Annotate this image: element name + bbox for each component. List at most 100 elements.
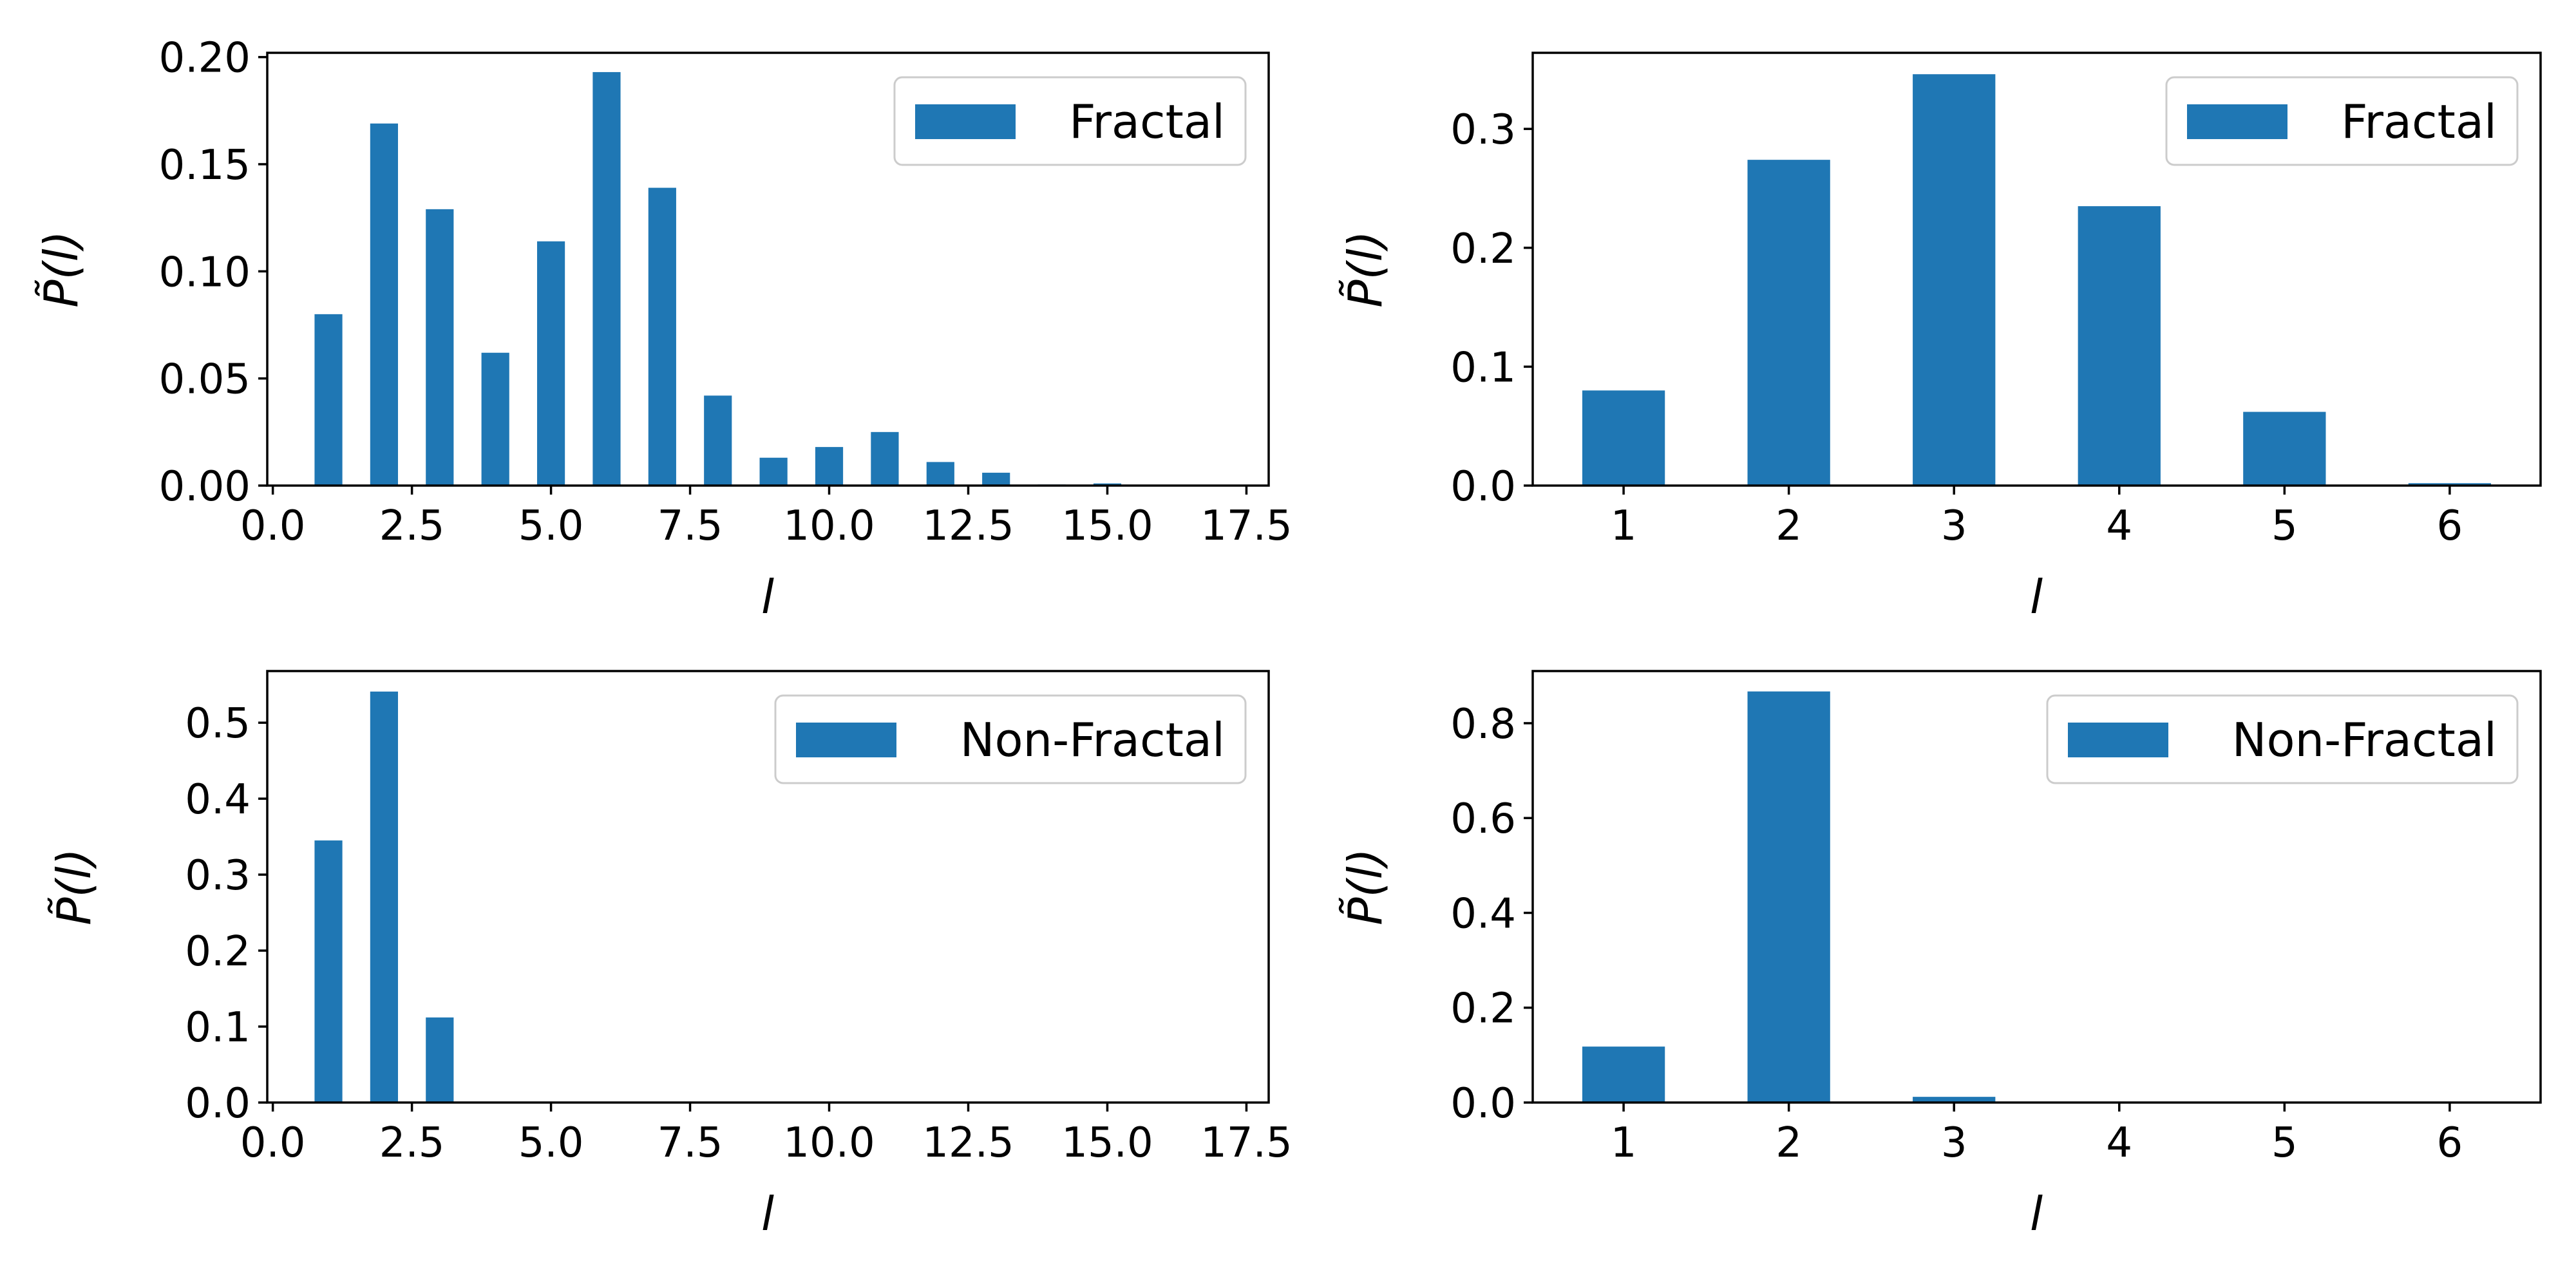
y-tick-label: 0.15 <box>159 142 251 189</box>
y-axis-ticks: 0.0 0.1 0.2 0.3 <box>1450 106 1533 511</box>
bar <box>314 840 343 1103</box>
x-axis-ticks: 1 2 3 4 5 6 <box>1611 486 2463 550</box>
plot-frame <box>266 670 1270 1104</box>
y-tick-label: 0.0 <box>185 1080 251 1128</box>
plot-frame <box>1531 670 2542 1104</box>
legend: Fractal <box>893 76 1247 166</box>
chart-panel-bottom-right: P̃(l) l 1 2 3 4 5 6 0.0 0.2 0.4 0.6 0.8 Non-Fracta… <box>1338 670 2542 1241</box>
y-tick-label: 0.1 <box>1450 344 1516 392</box>
x-tick-label: 1 <box>1611 502 1637 550</box>
legend-label: Fractal <box>2341 95 2497 149</box>
x-tick-label: 10.0 <box>783 1119 875 1167</box>
y-tick-label: 0.1 <box>185 1004 251 1052</box>
y-tick-label: 0.2 <box>185 928 251 976</box>
x-tick-label: 2.5 <box>379 502 445 550</box>
x-axis-label: l <box>761 570 774 624</box>
bar <box>1913 1097 1996 1103</box>
x-tick-label: 3 <box>1941 502 1967 550</box>
y-tick-label: 0.3 <box>1450 106 1516 154</box>
x-tick-label: 4 <box>2106 502 2132 550</box>
y-tick-label: 0.05 <box>159 356 251 404</box>
legend-swatch <box>2068 723 2168 757</box>
y-tick-label: 0.2 <box>1450 225 1516 273</box>
y-tick-label: 0.3 <box>185 852 251 900</box>
bar <box>426 1017 454 1103</box>
bar <box>815 447 844 486</box>
x-tick-label: 7.5 <box>658 1119 723 1167</box>
x-tick-label: 2 <box>1776 1119 1802 1167</box>
legend-label: Fractal <box>1069 95 1225 149</box>
y-tick-label: 0.00 <box>159 463 251 511</box>
bar <box>370 691 399 1103</box>
x-tick-label: 15.0 <box>1061 502 1153 550</box>
legend-label: Non-Fractal <box>960 713 1225 767</box>
x-tick-label: 10.0 <box>783 502 875 550</box>
x-axis-ticks: 0.0 2.5 5.0 7.5 10.0 12.5 15.0 17.5 <box>240 1103 1293 1167</box>
x-tick-label: 2 <box>1776 502 1802 550</box>
bar <box>592 71 621 486</box>
x-tick-label: 6 <box>2437 502 2463 550</box>
x-tick-label: 1 <box>1611 1119 1637 1167</box>
bar-series <box>314 691 454 1103</box>
plot-frame <box>1531 52 2542 487</box>
bar <box>370 123 399 486</box>
y-axis-ticks: 0.0 0.1 0.2 0.3 0.4 0.5 <box>185 700 267 1128</box>
bar <box>481 352 509 486</box>
x-axis-ticks: 0.0 2.5 5.0 7.5 10.0 12.5 15.0 17.5 <box>240 486 1293 550</box>
x-tick-label: 17.5 <box>1200 502 1293 550</box>
y-tick-label: 0.10 <box>159 249 251 296</box>
y-axis-ticks: 0.00 0.05 0.10 0.15 0.20 <box>159 35 267 511</box>
legend-frame <box>774 694 1247 784</box>
x-tick-label: 5.0 <box>518 1119 584 1167</box>
y-axis-label: P̃(l) <box>34 231 88 308</box>
x-tick-label: 7.5 <box>658 502 723 550</box>
bar <box>2078 206 2161 486</box>
chart-panel-top-right: P̃(l) l 1 2 3 4 5 6 0.0 0.1 0.2 0.3 Fractal <box>1338 52 2542 624</box>
bar <box>704 395 732 486</box>
y-tick-label: 0.0 <box>1450 1080 1516 1128</box>
legend: Fractal <box>2165 76 2519 166</box>
legend-swatch <box>915 104 1016 139</box>
chart-panel-bottom-left: P̃(l) l 0.0 2.5 5.0 7.5 10.0 12.5 15.0 17.50.00… <box>47 670 1293 1241</box>
chart-panel-top-left: P̃(l) l 0.0 2.5 5.0 7.5 10.0 12.5 15.0 17.5 0.00… <box>34 35 1293 624</box>
bar <box>426 209 454 486</box>
legend-frame <box>2046 694 2519 784</box>
bar <box>1747 160 1830 486</box>
legend-frame <box>893 76 1247 166</box>
y-axis-label: P̃(l) <box>1338 231 1392 308</box>
bar-series <box>314 71 1233 486</box>
x-tick-label: 15.0 <box>1061 1119 1153 1167</box>
x-tick-label: 0.0 <box>240 502 306 550</box>
bar-series <box>1582 691 1996 1103</box>
bar <box>1747 691 1830 1103</box>
bar <box>648 187 676 486</box>
bar <box>871 431 899 486</box>
y-tick-label: 0.4 <box>1450 890 1516 938</box>
y-tick-label: 0.2 <box>1450 985 1516 1033</box>
x-tick-label: 5 <box>2271 1119 2298 1167</box>
x-axis-label: l <box>2030 1187 2043 1241</box>
x-axis-label: l <box>2030 570 2043 624</box>
y-tick-label: 0.0 <box>1450 463 1516 511</box>
y-axis-label: P̃(l) <box>47 848 101 925</box>
bar-series <box>1582 74 2492 486</box>
y-tick-label: 0.20 <box>159 35 251 82</box>
y-tick-label: 0.8 <box>1450 701 1516 748</box>
y-axis-ticks: 0.0 0.2 0.4 0.6 0.8 <box>1450 701 1533 1128</box>
y-tick-label: 0.5 <box>185 700 251 748</box>
y-tick-label: 0.6 <box>1450 795 1516 843</box>
legend: Non-Fractal <box>774 694 1247 784</box>
bar <box>982 473 1010 486</box>
x-tick-label: 4 <box>2106 1119 2132 1167</box>
bar <box>759 457 788 486</box>
bar <box>926 462 954 486</box>
x-tick-label: 12.5 <box>922 1119 1014 1167</box>
bar <box>2243 412 2326 486</box>
bar <box>1582 390 1665 486</box>
legend-frame <box>2165 76 2519 166</box>
x-tick-label: 2.5 <box>379 1119 445 1167</box>
bar <box>536 241 565 486</box>
legend-label: Non-Fractal <box>2232 713 2497 767</box>
bar <box>1582 1046 1665 1103</box>
